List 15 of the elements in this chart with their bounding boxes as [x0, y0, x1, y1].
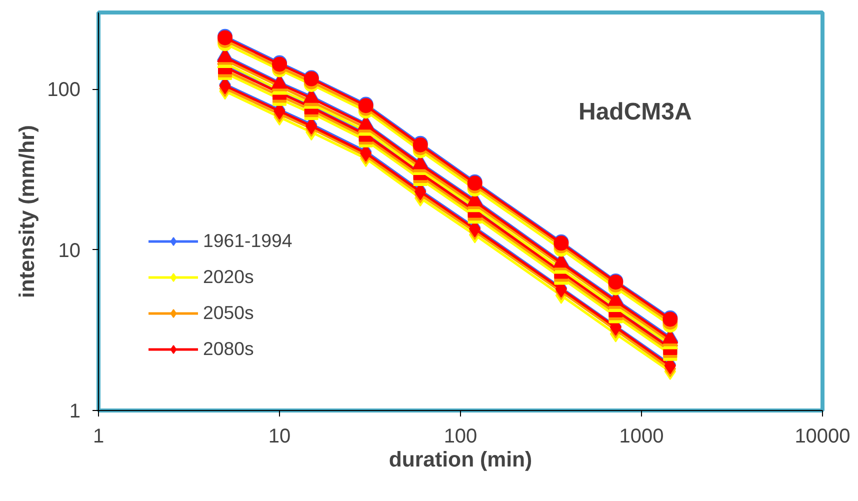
y-tick-label: 1	[69, 400, 80, 422]
x-tick-label: 1	[92, 426, 104, 448]
y-tick-label: 10	[58, 240, 81, 262]
legend-label: 2050s	[203, 302, 254, 324]
x-tick-label: 1000	[619, 426, 664, 448]
y-axis-title: intensity (mm/hr)	[15, 124, 40, 298]
x-tick-label: 10	[268, 426, 291, 448]
annotation: HadCM3A	[578, 98, 692, 126]
x-tick-label: 100	[444, 426, 478, 448]
y-tick-label: 100	[47, 79, 81, 102]
x-tick-label: 10000	[794, 426, 850, 448]
legend-label: 1961-1994	[203, 230, 292, 252]
legend-label: 2020s	[203, 266, 254, 288]
legend-label: 2080s	[203, 338, 254, 360]
x-axis-title: duration (min)	[388, 448, 532, 472]
